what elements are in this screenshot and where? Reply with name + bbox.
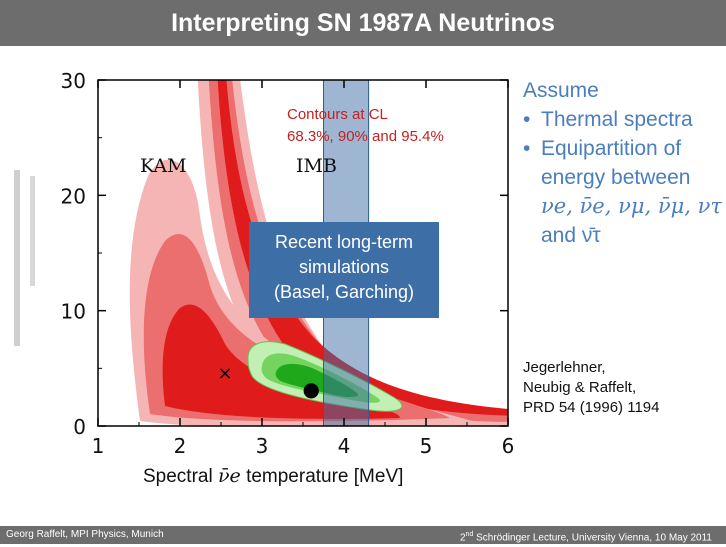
best-fit-marker-kam: × xyxy=(218,363,233,384)
x-tick-label-6: 6 xyxy=(502,434,515,458)
x-tick-label-2: 2 xyxy=(174,434,187,458)
callout-line-1: Recent long-term xyxy=(274,232,414,252)
y-tick-label-30: 30 xyxy=(61,69,86,93)
y-tick-label-20: 20 xyxy=(61,184,86,208)
axes-layer: 1 2 3 4 5 6 0 10 20 30 xyxy=(14,69,514,458)
assumptions-list: Assume Thermal spectra Equipartition of … xyxy=(523,76,723,250)
y-tick-label-10: 10 xyxy=(61,300,86,324)
bullet-thermal: Thermal spectra xyxy=(523,105,723,134)
callout-line-2: simulations xyxy=(298,257,390,277)
simulation-callout: Recent long-term simulations (Basel, Gar… xyxy=(249,222,439,318)
footer-event: 2nd Schrödinger Lecture, University Vien… xyxy=(459,531,712,544)
footer: Georg Raffelt, MPI Physics, Munich 2nd S… xyxy=(0,526,726,544)
x-tick-label-4: 4 xyxy=(338,434,351,458)
series-label-imb: IMB xyxy=(296,155,337,177)
series-label-kam: KAM xyxy=(140,155,187,177)
callout-line-3: (Basel, Garching) xyxy=(273,282,415,302)
best-fit-marker-combined: ● xyxy=(302,377,319,401)
contours-note-line-1: Contours at CL xyxy=(287,106,388,123)
x-tick-label-3: 3 xyxy=(256,434,269,458)
contour-chart: × ● KAM IMB Contours at CL 68.3%, 90% and 95.… xyxy=(14,69,514,458)
footer-author: Georg Raffelt, MPI Physics, Munich xyxy=(6,529,164,540)
assume-title: Assume xyxy=(523,79,599,102)
imb-contour-68 xyxy=(217,80,508,416)
slide-title: Interpreting SN 1987A Neutrinos xyxy=(0,0,726,46)
y-axis-artifact xyxy=(14,170,20,346)
x-axis-label: Spectral ν̄e temperature [MeV] xyxy=(143,465,404,487)
x-tick-label-1: 1 xyxy=(92,434,105,458)
contours-note-line-2: 68.3%, 90% and 95.4% xyxy=(287,128,444,145)
citation: Jegerlehner, Neubig & Raffelt, PRD 54 (1… xyxy=(523,359,660,416)
kam-contour-68 xyxy=(162,304,400,419)
y-axis-artifact-2 xyxy=(30,176,35,286)
y-tick-label-0: 0 xyxy=(73,415,86,439)
x-tick-label-5: 5 xyxy=(420,434,433,458)
bullet-equipartition: Equipartition of energy between νe, ν̄e,… xyxy=(523,134,723,250)
